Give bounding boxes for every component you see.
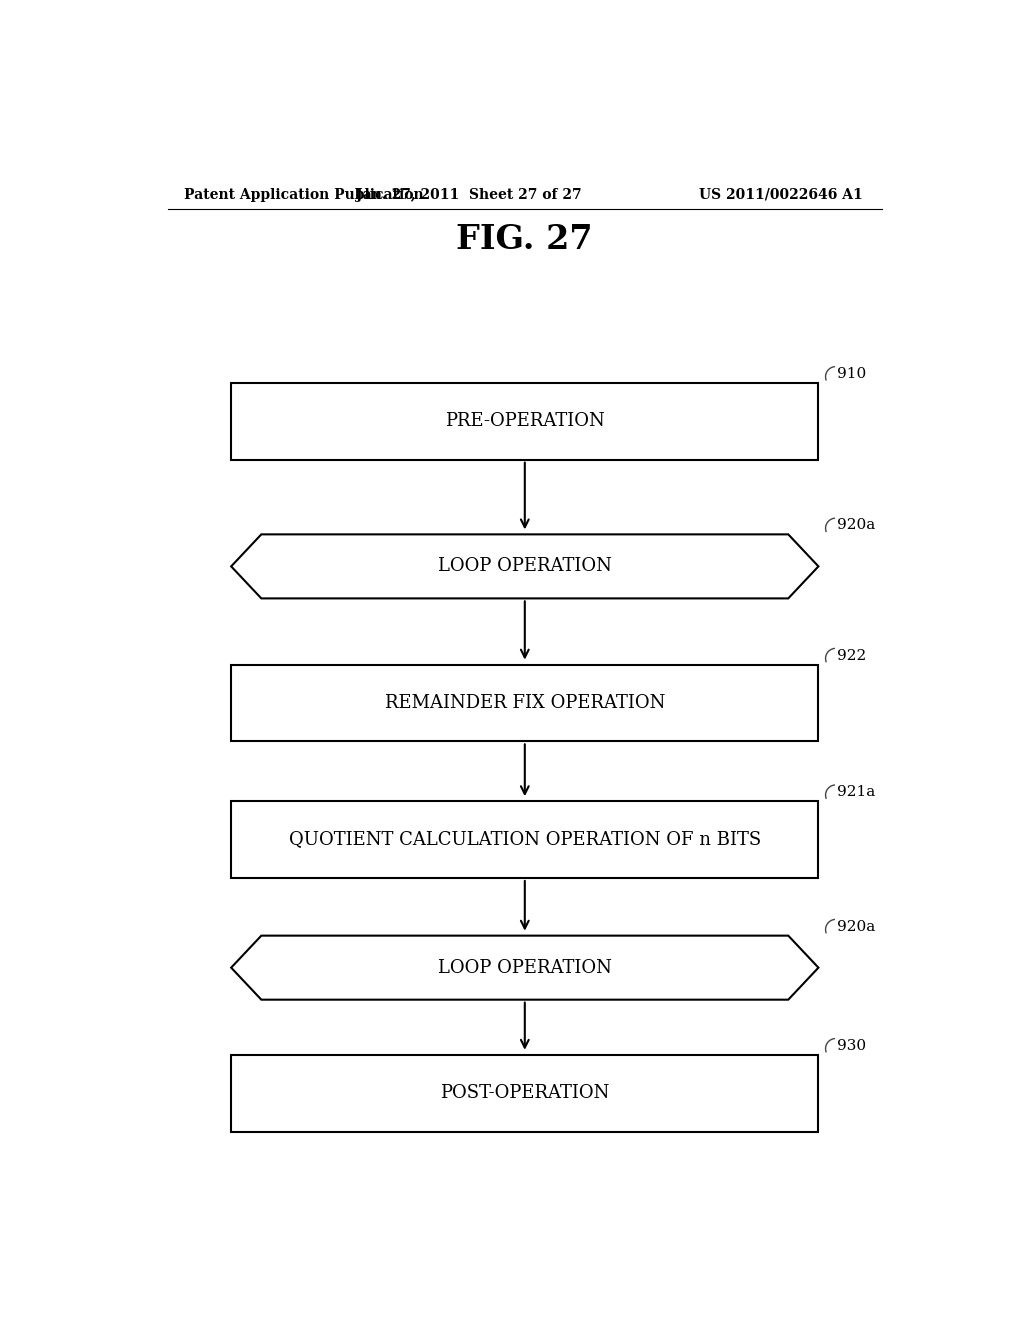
Bar: [231, 801, 818, 878]
Text: QUOTIENT CALCULATION OPERATION OF n BITS: QUOTIENT CALCULATION OPERATION OF n BITS: [289, 830, 761, 849]
Text: POST-OPERATION: POST-OPERATION: [440, 1084, 609, 1102]
Text: REMAINDER FIX OPERATION: REMAINDER FIX OPERATION: [385, 694, 665, 711]
Text: 920a: 920a: [837, 920, 874, 933]
Text: 920a: 920a: [837, 519, 874, 532]
Bar: [231, 1055, 818, 1131]
Text: FIG. 27: FIG. 27: [457, 223, 593, 256]
Polygon shape: [231, 936, 818, 999]
Text: Patent Application Publication: Patent Application Publication: [183, 187, 423, 202]
Bar: [231, 664, 818, 742]
Text: LOOP OPERATION: LOOP OPERATION: [438, 557, 611, 576]
Text: 930: 930: [837, 1039, 866, 1053]
Text: Jan. 27, 2011  Sheet 27 of 27: Jan. 27, 2011 Sheet 27 of 27: [356, 187, 582, 202]
Text: 910: 910: [837, 367, 866, 380]
Polygon shape: [231, 535, 818, 598]
Text: LOOP OPERATION: LOOP OPERATION: [438, 958, 611, 977]
Bar: [231, 383, 818, 459]
Text: PRE-OPERATION: PRE-OPERATION: [444, 412, 605, 430]
Text: US 2011/0022646 A1: US 2011/0022646 A1: [699, 187, 863, 202]
Text: 922: 922: [837, 648, 866, 663]
Text: 921a: 921a: [837, 785, 874, 799]
